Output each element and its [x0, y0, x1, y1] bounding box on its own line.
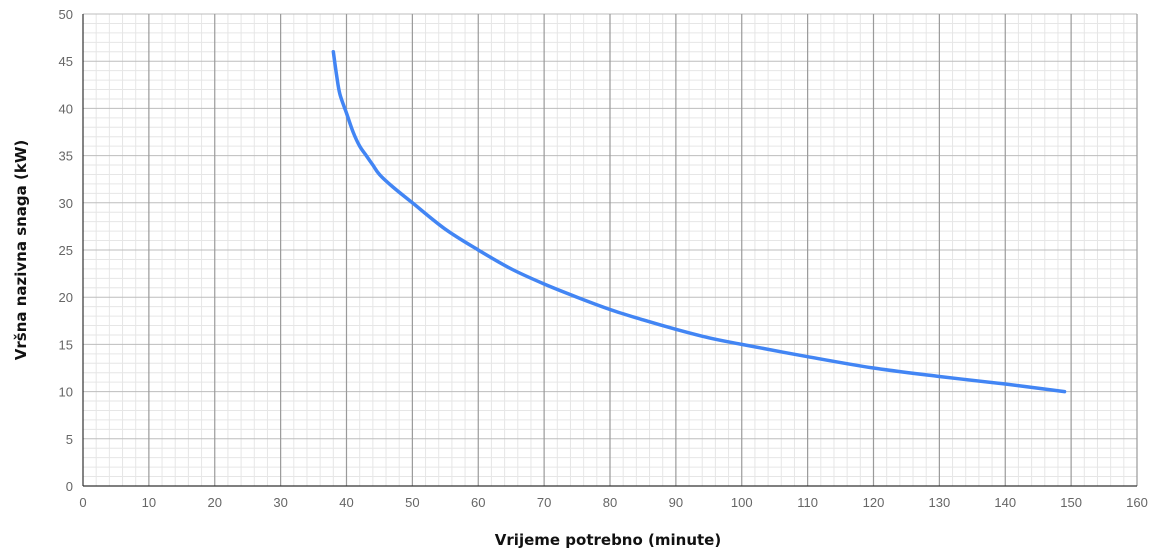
x-tick-label: 60 — [471, 495, 485, 510]
chart-axes — [82, 14, 1137, 487]
x-tick-label: 160 — [1126, 495, 1148, 510]
x-tick-label: 80 — [603, 495, 617, 510]
x-tick-label: 130 — [929, 495, 951, 510]
y-tick-label: 40 — [59, 101, 73, 116]
x-tick-label: 30 — [273, 495, 287, 510]
y-tick-label: 30 — [59, 196, 73, 211]
y-tick-label: 20 — [59, 290, 73, 305]
y-tick-label: 10 — [59, 385, 73, 400]
y-tick-label: 25 — [59, 243, 73, 258]
chart-series — [331, 50, 1067, 394]
y-tick-label: 15 — [59, 337, 73, 352]
y-tick-label: 50 — [59, 7, 73, 22]
x-tick-label: 10 — [142, 495, 156, 510]
y-axis-title: Vršna nazivna snaga (kW) — [12, 140, 30, 360]
chart-grid — [83, 13, 1138, 486]
x-tick-label: 150 — [1060, 495, 1082, 510]
x-tick-label: 70 — [537, 495, 551, 510]
x-tick-label: 120 — [863, 495, 885, 510]
x-tick-label: 40 — [339, 495, 353, 510]
x-tick-label: 90 — [669, 495, 683, 510]
series-line-0 — [331, 50, 1067, 394]
y-tick-label: 0 — [66, 479, 73, 494]
y-tick-label: 35 — [59, 149, 73, 164]
x-axis-ticks: 0 10 20 30 40 50 60 70 80 90 100 110 120 130 140 150 160 — [79, 495, 1147, 510]
x-tick-label: 110 — [797, 495, 818, 510]
y-axis-ticks: 0 5 10 15 20 25 30 35 40 45 50 — [59, 7, 73, 494]
x-tick-label: 50 — [405, 495, 419, 510]
x-tick-label: 0 — [79, 495, 86, 510]
x-tick-label: 100 — [731, 495, 753, 510]
x-tick-label: 140 — [994, 495, 1016, 510]
y-tick-label: 5 — [66, 432, 73, 447]
x-axis-title: Vrijeme potrebno (minute) — [495, 531, 721, 549]
x-tick-label: 20 — [208, 495, 222, 510]
y-tick-label: 45 — [59, 54, 73, 69]
